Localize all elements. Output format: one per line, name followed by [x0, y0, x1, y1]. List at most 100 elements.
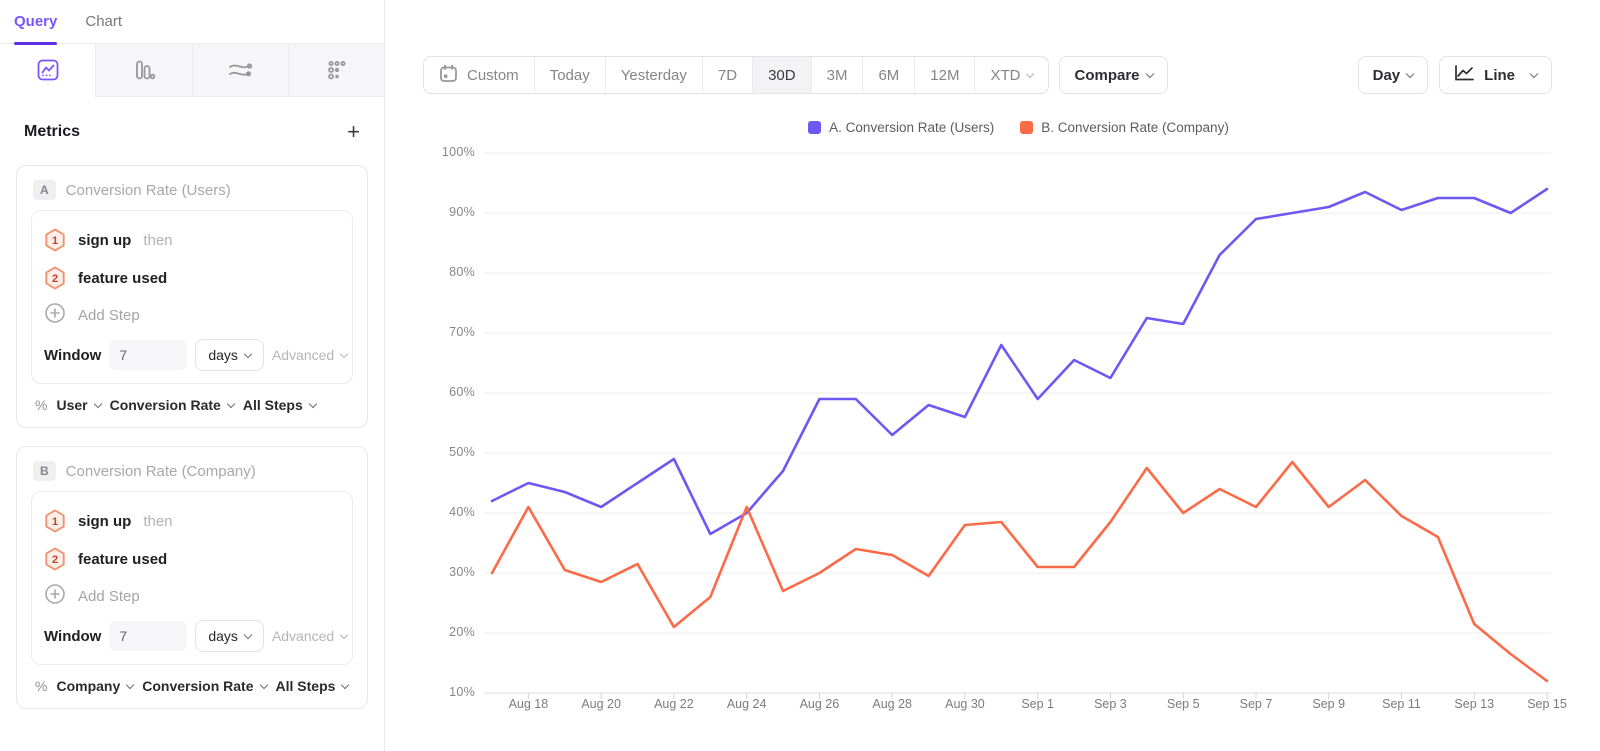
metric-card-a-header: A Conversion Rate (Users)	[31, 178, 353, 210]
funnel-steps-box-b: 1 sign up then 2 feature used A	[31, 491, 353, 665]
tab-retention-chart[interactable]	[287, 44, 384, 97]
step-row[interactable]: 1 sign up then	[44, 502, 340, 540]
step-row[interactable]: 1 sign up then	[44, 221, 340, 259]
step-connector-label: then	[143, 231, 173, 249]
chevron-down-icon	[1405, 69, 1415, 78]
step-number-badge: 2	[45, 266, 65, 290]
entity-dropdown[interactable]: User	[56, 397, 102, 413]
range-7d[interactable]: 7D	[701, 57, 752, 93]
circle-plus-icon	[44, 302, 66, 329]
legend-label: A. Conversion Rate (Users)	[829, 120, 995, 135]
x-axis-label: Sep 15	[1527, 697, 1567, 711]
range-custom[interactable]: Custom	[424, 57, 534, 93]
add-step-button[interactable]: Add Step	[44, 578, 340, 614]
y-axis-label: 70%	[449, 325, 475, 339]
entity-dropdown[interactable]: Company	[56, 678, 135, 694]
display-controls: Day Line	[1357, 56, 1552, 94]
tab-chart[interactable]: Chart	[85, 13, 123, 30]
metric-dropdown[interactable]: Conversion Rate	[110, 397, 236, 413]
funnel-steps-box-a: 1 sign up then 2 feature used A	[31, 210, 353, 384]
chevron-down-icon	[93, 399, 102, 408]
metrics-title: Metrics	[24, 123, 81, 140]
add-step-button[interactable]: Add Step	[44, 297, 340, 333]
x-axis-label: Sep 13	[1454, 697, 1495, 711]
advanced-dropdown[interactable]: Advanced	[272, 347, 349, 363]
legend-item-series-b[interactable]: B. Conversion Rate (Company)	[1020, 120, 1229, 135]
metric-badge-b: B	[33, 461, 56, 481]
tab-query[interactable]: Query	[14, 0, 58, 45]
line-chart-icon	[1454, 64, 1475, 86]
series-b-swatch	[1020, 121, 1034, 134]
y-axis-label: 90%	[449, 205, 475, 219]
sidebar-tab-bar: Query Chart	[0, 0, 384, 45]
window-value-input[interactable]	[109, 340, 188, 370]
legend-item-series-a[interactable]: A. Conversion Rate (Users)	[808, 120, 994, 135]
chevron-down-icon	[1529, 69, 1539, 78]
y-axis-label: 100%	[441, 145, 475, 159]
x-axis-label: Sep 1	[1021, 697, 1055, 711]
window-unit-dropdown[interactable]: days	[195, 620, 264, 652]
flow-icon	[227, 58, 253, 82]
granularity-dropdown[interactable]: Day	[1357, 56, 1429, 94]
range-xtd-dropdown[interactable]: XTD	[974, 57, 1048, 93]
y-axis-label: 80%	[449, 265, 475, 279]
step-connector-label: then	[143, 512, 173, 530]
chart-canvas	[484, 152, 1551, 699]
x-axis-label: Aug 28	[872, 697, 912, 711]
y-axis-label: 60%	[449, 385, 475, 399]
chevron-down-icon	[226, 399, 236, 408]
add-metric-button[interactable]: +	[347, 119, 360, 144]
chevron-down-icon	[259, 680, 268, 689]
percent-icon: %	[35, 678, 48, 694]
range-yesterday[interactable]: Yesterday	[604, 57, 702, 93]
measurement-row: % Company Conversion Rate All Steps	[31, 678, 353, 694]
tab-bar-chart[interactable]	[95, 44, 192, 97]
bar-chart-icon	[132, 58, 156, 82]
svg-text:2: 2	[52, 273, 58, 285]
metric-title-b[interactable]: Conversion Rate (Company)	[65, 462, 256, 480]
step-row[interactable]: 2 feature used	[44, 540, 340, 578]
metrics-header: Metrics +	[0, 97, 384, 155]
retention-icon	[324, 58, 348, 82]
compare-button[interactable]: Compare	[1059, 56, 1168, 94]
metric-title-a[interactable]: Conversion Rate (Users)	[65, 181, 231, 199]
chart-style-dropdown[interactable]: Line	[1439, 56, 1552, 94]
steps-scope-dropdown[interactable]: All Steps	[276, 678, 350, 694]
conversion-window-row: Window days Advanced	[44, 620, 349, 652]
range-today[interactable]: Today	[533, 57, 605, 93]
tab-flow-chart[interactable]	[191, 44, 288, 97]
range-30d[interactable]: 30D	[752, 57, 811, 93]
x-axis-label: Sep 3	[1094, 697, 1127, 711]
add-step-label: Add Step	[78, 587, 140, 605]
steps-scope-dropdown[interactable]: All Steps	[243, 397, 317, 413]
range-12m[interactable]: 12M	[914, 57, 974, 93]
svg-text:2: 2	[52, 554, 58, 566]
chevron-down-icon	[308, 399, 317, 408]
step-event-label: sign up	[78, 512, 132, 530]
x-axis-label: Sep 9	[1312, 697, 1346, 711]
chart-type-tab-bar	[0, 44, 384, 97]
series-polyline	[490, 460, 1549, 683]
svg-text:1: 1	[52, 516, 58, 528]
chart-legend: A. Conversion Rate (Users) B. Conversion…	[431, 120, 1600, 135]
advanced-dropdown[interactable]: Advanced	[272, 628, 349, 644]
measurement-row: % User Conversion Rate All Steps	[31, 397, 353, 413]
window-unit-dropdown[interactable]: days	[195, 339, 264, 371]
range-3m[interactable]: 3M	[810, 57, 863, 93]
metric-card-a: A Conversion Rate (Users) 1 sign up then…	[16, 165, 368, 428]
metric-dropdown[interactable]: Conversion Rate	[142, 678, 268, 694]
chevron-down-icon	[1145, 69, 1154, 78]
chevron-down-icon	[339, 630, 349, 639]
series-a-swatch	[808, 121, 822, 134]
line-chart[interactable]: 100% 90% 80% 70% 60% 50% 40% 30% 20% 10% Aug 18 Aug…	[431, 145, 1600, 725]
chart-panel: Custom Today Yesterday 7D 30D 3M 6M 12M …	[385, 0, 1600, 751]
range-6m[interactable]: 6M	[862, 57, 914, 93]
step-row[interactable]: 2 feature used	[44, 259, 340, 297]
tab-insights-line-chart[interactable]	[0, 44, 96, 97]
window-value-input[interactable]	[109, 621, 188, 651]
metric-card-b-header: B Conversion Rate (Company)	[31, 459, 353, 491]
x-axis-label: Aug 18	[508, 697, 549, 711]
step-event-label: sign up	[78, 231, 132, 249]
chevron-down-icon	[126, 680, 135, 689]
x-axis-label: Aug 22	[654, 697, 694, 711]
